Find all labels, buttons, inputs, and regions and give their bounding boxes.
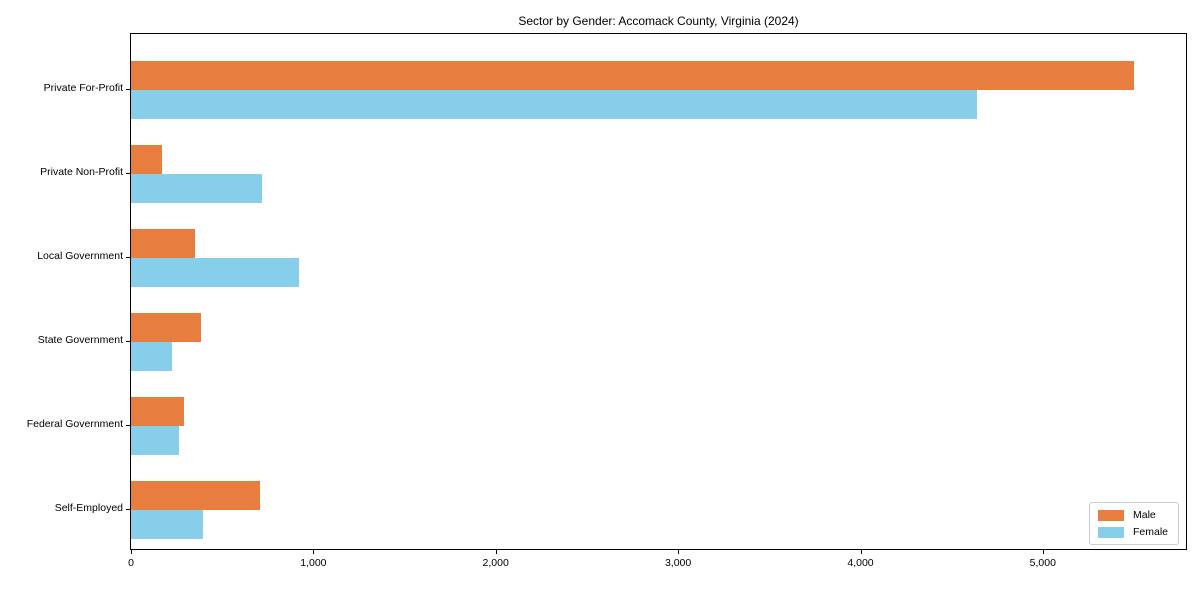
x-axis-tick [1042, 550, 1044, 554]
y-tick-label: State Government [37, 334, 123, 346]
bar-male-4 [131, 313, 202, 342]
y-axis-tick [126, 341, 130, 342]
legend-swatch-female [1097, 526, 1124, 538]
chart-title: Sector by Gender: Accomack County, Virgi… [518, 14, 799, 28]
y-tick-label: Federal Government [26, 418, 123, 430]
legend-label: Male [1132, 509, 1156, 521]
x-axis-tick [495, 550, 497, 554]
y-axis-tick [126, 509, 130, 510]
x-axis-tick [860, 550, 862, 554]
bar-male-2 [131, 145, 163, 174]
legend-label: Female [1132, 526, 1168, 538]
y-axis-tick [126, 173, 130, 174]
x-tick-label: 0 [128, 557, 134, 569]
legend-swatch-male [1097, 509, 1124, 521]
plot-area: Male Female [130, 33, 1187, 550]
legend-entry-female: Female [1097, 526, 1168, 538]
bar-male-5 [131, 397, 185, 426]
x-tick-label: 4,000 [847, 557, 874, 569]
y-axis-tick [126, 257, 130, 258]
y-tick-label: Private For-Profit [43, 82, 123, 94]
y-tick-label: Private Non-Profit [40, 166, 123, 178]
bar-female-3 [131, 258, 299, 287]
bar-female-4 [131, 342, 172, 371]
y-tick-label: Self-Employed [54, 502, 123, 514]
y-axis-tick [126, 425, 130, 426]
x-tick-label: 5,000 [1029, 557, 1056, 569]
x-tick-label: 3,000 [664, 557, 692, 569]
x-tick-label: 2,000 [482, 557, 509, 569]
bar-male-1 [131, 61, 1134, 90]
x-axis-tick [131, 550, 132, 554]
bar-male-6 [131, 481, 261, 510]
y-tick-label: Local Government [37, 250, 123, 262]
x-tick-label: 1,000 [300, 557, 327, 569]
bar-male-3 [131, 229, 195, 258]
y-axis-tick [126, 89, 130, 90]
x-axis-tick [313, 550, 315, 554]
bar-female-6 [131, 510, 203, 539]
x-axis-tick [678, 550, 680, 554]
bar-female-5 [131, 426, 179, 455]
legend-entry-male: Male [1097, 509, 1168, 521]
legend: Male Female [1088, 502, 1179, 545]
bar-female-1 [131, 90, 978, 119]
bar-female-2 [131, 174, 262, 203]
